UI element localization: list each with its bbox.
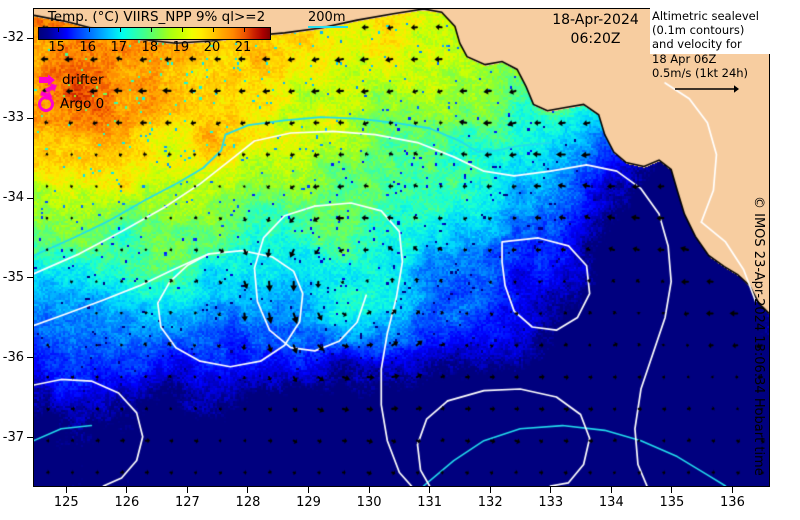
colorbar-tick-label: 18 (141, 40, 159, 55)
legend-item-argo: Argo 0 (38, 92, 104, 116)
x-axis-tick-label: 136 (720, 495, 745, 510)
x-axis-tick-label: 129 (296, 495, 321, 510)
altimetry-note-background (650, 7, 773, 54)
y-axis-tick (27, 357, 33, 359)
colorbar-tick (119, 28, 121, 32)
x-axis-tick-label: 127 (175, 495, 200, 510)
map-legend: drifter Argo 0 (38, 68, 104, 116)
x-axis-tick (429, 487, 431, 493)
observation-datestamp: 18-Apr-2024 06:20Z (528, 11, 663, 49)
x-axis-tick-label: 134 (598, 495, 624, 510)
x-axis-tick-label: 131 (417, 495, 443, 510)
y-axis-tick (27, 197, 33, 199)
altimetry-line-3: and velocity for (652, 37, 742, 52)
legend-label-argo: Argo 0 (60, 96, 105, 112)
x-axis-tick-label: 126 (114, 495, 140, 510)
y-axis-tick-label: -32 (2, 30, 24, 46)
bathymetry-200m-text: 200m (308, 10, 346, 25)
bathymetry-200m-colorline (308, 26, 348, 28)
legend-item-drifter: drifter (38, 68, 104, 92)
x-axis-tick (308, 487, 310, 493)
colorbar-tick (181, 28, 183, 32)
colorbar-tick-label: 21 (234, 40, 252, 55)
x-axis-tick (186, 487, 188, 493)
colorbar-tick-label: 17 (110, 40, 128, 55)
colorbar-tick (244, 28, 246, 32)
sst-raster-canvas (34, 9, 769, 486)
altimetry-line-1: Altimetric sealevel (652, 9, 759, 23)
x-axis-tick-label: 133 (538, 495, 564, 510)
y-axis-tick (27, 37, 33, 39)
y-axis-tick-label: -35 (2, 269, 24, 285)
altimetry-line-4: 18 Apr 06Z (652, 51, 717, 66)
x-axis-tick (671, 487, 673, 493)
drifter-arrow-icon (39, 74, 55, 86)
y-axis-tick (27, 117, 33, 119)
observation-date: 18-Apr-2024 (552, 12, 639, 28)
x-axis-tick-label: 130 (356, 495, 382, 510)
x-axis-tick-label: 125 (53, 495, 79, 510)
colorbar-tick (212, 28, 214, 32)
altimetry-note: Altimetric sealevel (0.1m contours) and … (652, 9, 759, 98)
colorbar-tick (150, 28, 152, 32)
map-plot-area[interactable] (33, 8, 770, 487)
x-axis-tick-label: 135 (659, 495, 685, 510)
observation-time: 06:20Z (570, 31, 621, 47)
y-axis-tick-label: -36 (2, 349, 24, 365)
velocity-scale-arrow-icon (675, 85, 739, 93)
colorbar-title: Temp. (°C) VIIRS_NPP 9% ql>=2 (47, 9, 266, 25)
argo-circle-icon (38, 96, 54, 112)
x-axis-tick-label: 128 (235, 495, 261, 510)
x-axis-tick (550, 487, 552, 493)
colorbar-tick-label: 19 (172, 40, 190, 55)
x-axis-tick (126, 487, 128, 493)
y-axis-tick-label: -34 (2, 190, 24, 205)
colorbar-tick (88, 28, 90, 32)
x-axis-tick (368, 487, 370, 493)
x-axis-tick-label: 132 (477, 495, 503, 510)
altimetry-line-2: (0.1m contours) (652, 23, 745, 38)
x-axis-tick (489, 487, 491, 493)
x-axis-tick (731, 487, 733, 493)
y-axis-tick-label: -37 (2, 429, 24, 445)
colorbar-tick (57, 28, 59, 32)
copyright-notice: © IMOS 23-Apr-2024 13:06:34 Hobart time (751, 196, 766, 476)
altimetry-line-5: 0.5m/s (1kt 24h) (652, 65, 749, 80)
y-axis-tick-label: -33 (2, 110, 24, 126)
colorbar-tick-label: 15 (48, 40, 65, 55)
colorbar: Temp. (°C) VIIRS_NPP 9% ql>=2 15 16 17 18 19… (38, 10, 271, 56)
x-axis-tick (610, 487, 612, 493)
colorbar-tick-label: 20 (203, 40, 221, 55)
legend-label-drifter: drifter (62, 72, 104, 88)
bathymetry-200m-label: 200m (308, 10, 348, 28)
y-axis-tick (27, 437, 33, 438)
colorbar-gradient (38, 27, 271, 40)
colorbar-tick-label: 16 (79, 40, 96, 55)
x-axis-tick (247, 487, 249, 493)
colorbar-tick-labels: 15 16 17 18 19 20 21 (38, 40, 271, 56)
y-axis-tick (27, 277, 33, 279)
x-axis-tick (65, 487, 67, 493)
